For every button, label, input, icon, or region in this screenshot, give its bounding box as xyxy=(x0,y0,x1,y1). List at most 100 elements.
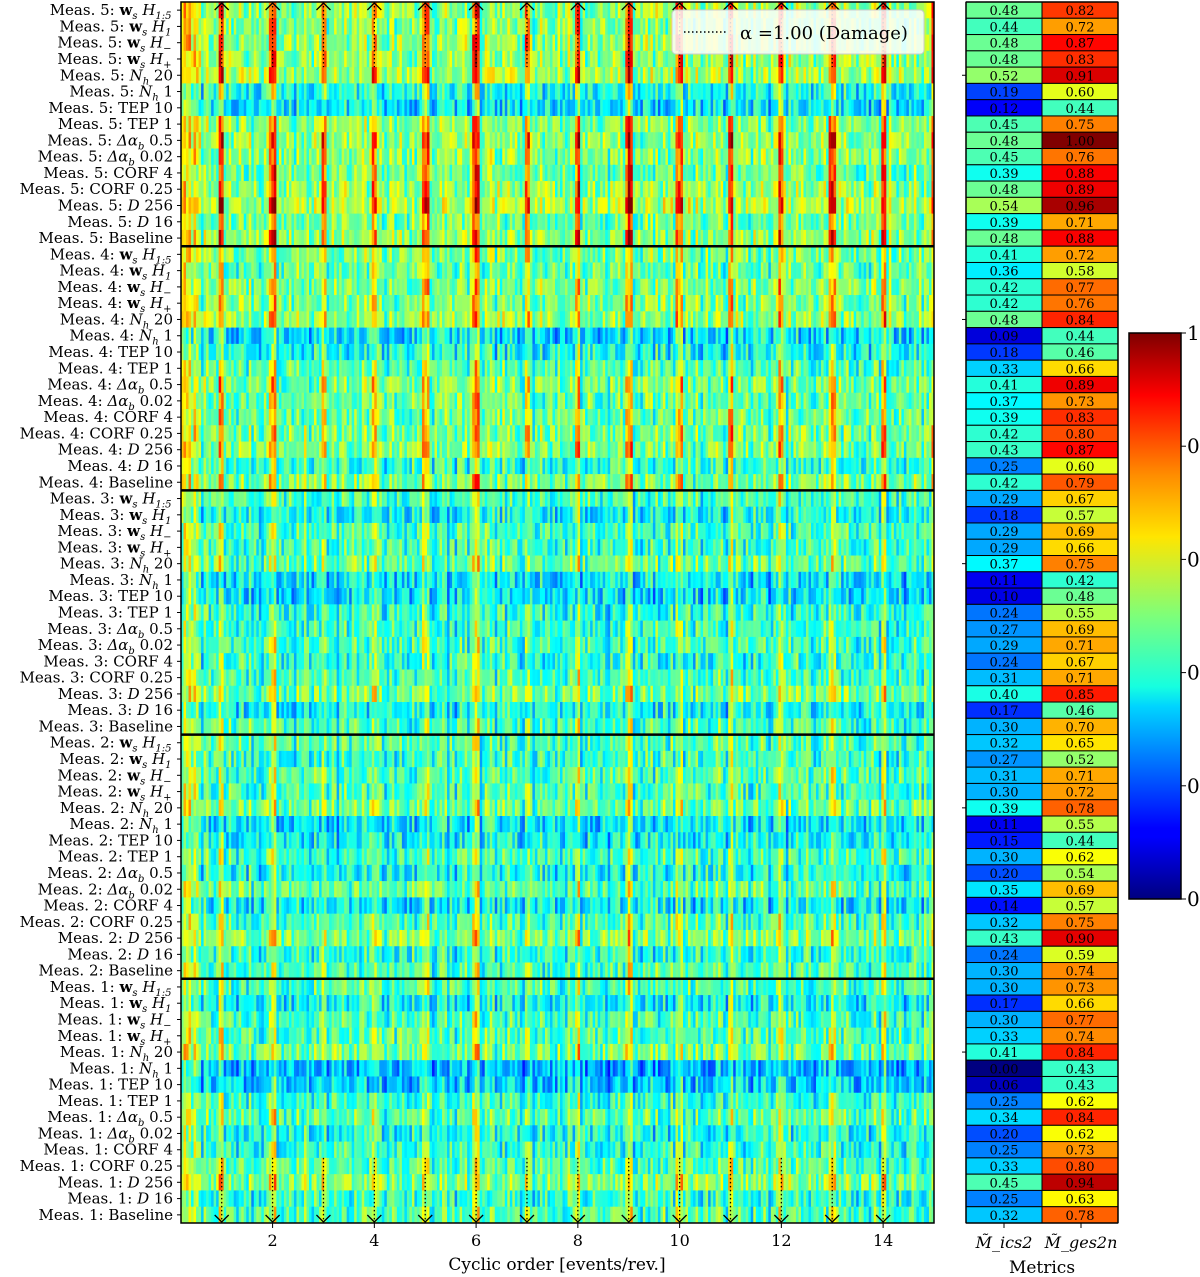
heatmap-cell xyxy=(246,262,250,280)
heatmap-cell xyxy=(334,229,338,247)
heatmap-cell xyxy=(416,229,420,247)
heatmap-cell xyxy=(223,132,227,149)
heatmap-cell xyxy=(785,246,789,263)
heatmap-cell xyxy=(241,148,245,166)
heatmap-cell xyxy=(597,115,601,133)
heatmap-cell xyxy=(246,50,250,68)
heatmap-cell xyxy=(211,229,215,247)
heatmap-cell xyxy=(391,99,395,117)
heatmap-cell xyxy=(391,164,395,182)
heatmap-cell xyxy=(733,148,737,166)
heatmap-cell xyxy=(851,50,855,68)
heatmap-cell xyxy=(386,2,390,19)
heatmap-cell xyxy=(251,99,255,117)
heatmap-cell xyxy=(805,181,809,198)
heatmap-cell xyxy=(301,2,305,19)
heatmap-cell xyxy=(831,197,834,214)
heatmap-cell xyxy=(464,213,468,231)
heatmap-cell xyxy=(467,2,471,19)
heatmap-cell xyxy=(532,83,536,100)
heatmap-cell xyxy=(926,132,930,149)
heatmap-cell xyxy=(344,132,348,149)
heatmap-cell xyxy=(753,99,757,117)
heatmap-cell xyxy=(381,229,385,247)
heatmap-cell xyxy=(841,148,845,166)
heatmap-cell xyxy=(414,50,418,68)
heatmap-cell xyxy=(293,67,297,84)
heatmap-cell xyxy=(489,229,493,247)
heatmap-cell xyxy=(622,50,626,68)
heatmap-cell xyxy=(577,83,581,100)
heatmap-cell xyxy=(524,164,528,182)
heatmap-cell xyxy=(597,83,601,100)
heatmap-cell xyxy=(770,246,774,263)
heatmap-cell xyxy=(216,50,220,68)
heatmap-cell xyxy=(534,262,538,280)
heatmap-cell xyxy=(637,164,641,182)
heatmap-cell xyxy=(572,18,576,35)
heatmap-cell xyxy=(208,246,212,263)
heatmap-cell xyxy=(647,34,651,52)
heatmap-cell xyxy=(381,181,385,198)
heatmap-cell xyxy=(404,262,408,280)
heatmap-cell xyxy=(439,148,443,166)
heatmap-cell xyxy=(329,132,332,149)
heatmap-cell xyxy=(577,67,581,84)
heatmap-cell xyxy=(783,99,787,117)
heatmap-cell xyxy=(216,164,220,182)
heatmap-cell xyxy=(763,99,767,117)
heatmap-cell xyxy=(529,246,533,263)
heatmap-cell xyxy=(306,2,310,19)
heatmap-cell xyxy=(570,213,573,231)
heatmap-cell xyxy=(795,83,799,100)
heatmap-cell xyxy=(296,246,300,263)
heatmap-cell xyxy=(502,262,506,280)
heatmap-cell xyxy=(881,246,885,263)
heatmap-cell xyxy=(753,246,757,263)
heatmap-cell xyxy=(831,99,834,117)
heatmap-cell xyxy=(447,18,450,35)
heatmap-cell xyxy=(524,181,528,198)
heatmap-cell xyxy=(582,213,586,231)
heatmap-cell xyxy=(434,83,438,100)
heatmap-cell xyxy=(642,246,646,263)
heatmap-cell xyxy=(396,148,400,166)
heatmap-cell xyxy=(437,164,440,182)
heatmap-cell xyxy=(793,67,797,84)
heatmap-cell xyxy=(575,67,578,84)
heatmap-cell xyxy=(740,50,744,68)
heatmap-cell xyxy=(926,213,930,231)
heatmap-cell xyxy=(414,18,418,35)
heatmap-cell xyxy=(447,197,450,214)
heatmap-cell xyxy=(206,50,210,68)
heatmap-cell xyxy=(324,132,327,149)
heatmap-cell xyxy=(883,67,887,84)
heatmap-cell xyxy=(903,115,907,133)
heatmap-cell xyxy=(700,50,704,68)
heatmap-cell xyxy=(509,213,513,231)
heatmap-cell xyxy=(462,115,466,133)
heatmap-cell xyxy=(778,50,782,68)
heatmap-cell xyxy=(432,213,435,231)
heatmap-cell xyxy=(886,181,890,198)
heatmap-cell xyxy=(384,50,388,68)
heatmap-cell xyxy=(811,197,814,214)
heatmap-cell xyxy=(462,132,466,149)
heatmap-cell xyxy=(273,99,277,117)
heatmap-cell xyxy=(886,213,890,231)
heatmap-cell xyxy=(241,67,245,84)
heatmap-cell xyxy=(670,99,674,117)
heatmap-cell xyxy=(615,2,619,19)
heatmap-cell xyxy=(582,148,586,166)
heatmap-cell xyxy=(753,164,757,182)
heatmap-cell xyxy=(544,262,548,280)
heatmap-cell xyxy=(326,213,330,231)
heatmap-cell xyxy=(577,2,581,19)
heatmap-cell xyxy=(211,197,215,214)
heatmap-cell xyxy=(211,213,215,231)
heatmap-cell xyxy=(720,115,724,133)
heatmap-cell xyxy=(888,148,892,166)
heatmap-cell xyxy=(808,213,812,231)
heatmap-cell xyxy=(765,83,769,100)
heatmap-cell xyxy=(675,99,679,117)
